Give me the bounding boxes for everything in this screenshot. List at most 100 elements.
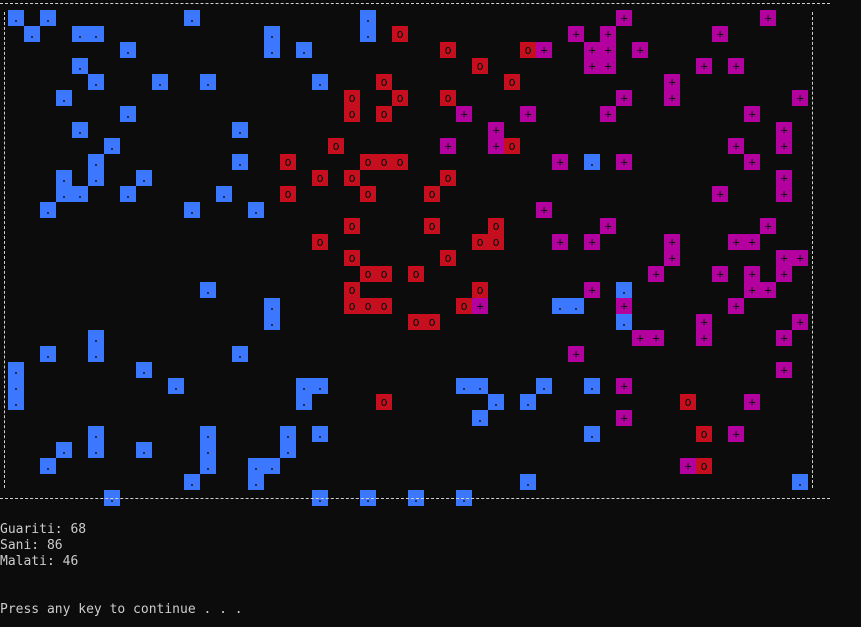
healthy-cell: . (232, 154, 248, 170)
infected-cell: o (488, 218, 504, 234)
healthy-cell: . (264, 458, 280, 474)
recovered-cell: + (728, 426, 744, 442)
bottom-border (0, 498, 830, 499)
healthy-cell: . (8, 378, 24, 394)
healthy-cell: . (184, 10, 200, 26)
healthy-cell: . (72, 58, 88, 74)
recovered-cell: + (792, 250, 808, 266)
infected-cell: o (376, 154, 392, 170)
recovered-cell: + (664, 234, 680, 250)
infected-cell: o (504, 138, 520, 154)
healthy-cell: . (296, 394, 312, 410)
healthy-cell: . (72, 122, 88, 138)
infected-cell: o (376, 394, 392, 410)
healthy-cell: . (40, 202, 56, 218)
recovered-cell: + (616, 90, 632, 106)
healthy-cell: . (8, 10, 24, 26)
healthy-cell: . (584, 426, 600, 442)
healthy-cell: . (280, 426, 296, 442)
recovered-count: Guariti: 68 (0, 522, 87, 537)
recovered-cell: + (760, 10, 776, 26)
recovered-cell: + (616, 410, 632, 426)
healthy-cell: . (136, 170, 152, 186)
healthy-cell: . (248, 458, 264, 474)
infected-cell: o (376, 74, 392, 90)
recovered-cell: + (696, 330, 712, 346)
healthy-cell: . (360, 26, 376, 42)
recovered-cell: + (712, 266, 728, 282)
healthy-cell: . (200, 282, 216, 298)
healthy-cell: . (56, 186, 72, 202)
recovered-cell: + (536, 42, 552, 58)
infected-cell: o (344, 90, 360, 106)
infected-cell: o (456, 298, 472, 314)
recovered-cell: + (728, 234, 744, 250)
infected-cell: o (312, 234, 328, 250)
healthy-cell: . (184, 202, 200, 218)
infected-cell: o (280, 186, 296, 202)
healthy-cell: . (360, 10, 376, 26)
healthy-cell: . (488, 394, 504, 410)
recovered-cell: + (792, 314, 808, 330)
recovered-cell: + (728, 138, 744, 154)
recovered-cell: + (744, 394, 760, 410)
healthy-cell: . (40, 346, 56, 362)
recovered-cell: + (792, 90, 808, 106)
recovered-cell: + (728, 298, 744, 314)
infected-cell: o (472, 282, 488, 298)
healthy-cell: . (184, 474, 200, 490)
infected-cell: o (344, 170, 360, 186)
healthy-cell: . (264, 26, 280, 42)
healthy-cell: . (152, 74, 168, 90)
recovered-cell: + (776, 138, 792, 154)
recovered-cell: + (744, 106, 760, 122)
infected-cell: o (344, 298, 360, 314)
recovered-cell: + (712, 186, 728, 202)
infected-cell: o (280, 154, 296, 170)
healthy-count: Sani: 86 (0, 538, 63, 553)
infected-cell: o (360, 298, 376, 314)
recovered-cell: + (760, 282, 776, 298)
healthy-cell: . (88, 74, 104, 90)
recovered-cell: + (776, 250, 792, 266)
infected-cell: o (344, 282, 360, 298)
recovered-cell: + (584, 282, 600, 298)
infected-cell: o (344, 106, 360, 122)
healthy-cell: . (312, 378, 328, 394)
recovered-cell: + (584, 234, 600, 250)
healthy-cell: . (520, 474, 536, 490)
infected-cell: o (408, 266, 424, 282)
recovered-cell: + (600, 106, 616, 122)
recovered-cell: + (680, 458, 696, 474)
infected-cell: o (424, 218, 440, 234)
recovered-cell: + (440, 138, 456, 154)
healthy-cell: . (88, 442, 104, 458)
recovered-cell: + (744, 234, 760, 250)
recovered-cell: + (664, 74, 680, 90)
healthy-cell: . (200, 458, 216, 474)
healthy-cell: . (120, 106, 136, 122)
left-border (4, 12, 5, 488)
recovered-cell: + (744, 282, 760, 298)
recovered-cell: + (616, 298, 632, 314)
infected-cell: o (440, 42, 456, 58)
recovered-cell: + (568, 346, 584, 362)
healthy-cell: . (88, 26, 104, 42)
healthy-cell: . (88, 346, 104, 362)
healthy-cell: . (200, 74, 216, 90)
infected-cell: o (392, 90, 408, 106)
healthy-cell: . (200, 442, 216, 458)
infected-cell: o (488, 234, 504, 250)
healthy-cell: . (264, 298, 280, 314)
healthy-cell: . (520, 394, 536, 410)
recovered-cell: + (488, 122, 504, 138)
recovered-cell: + (552, 154, 568, 170)
healthy-cell: . (584, 154, 600, 170)
recovered-cell: + (600, 26, 616, 42)
healthy-cell: . (792, 474, 808, 490)
infected-cell: o (344, 250, 360, 266)
healthy-cell: . (296, 378, 312, 394)
recovered-cell: + (744, 266, 760, 282)
infected-cell: o (440, 250, 456, 266)
